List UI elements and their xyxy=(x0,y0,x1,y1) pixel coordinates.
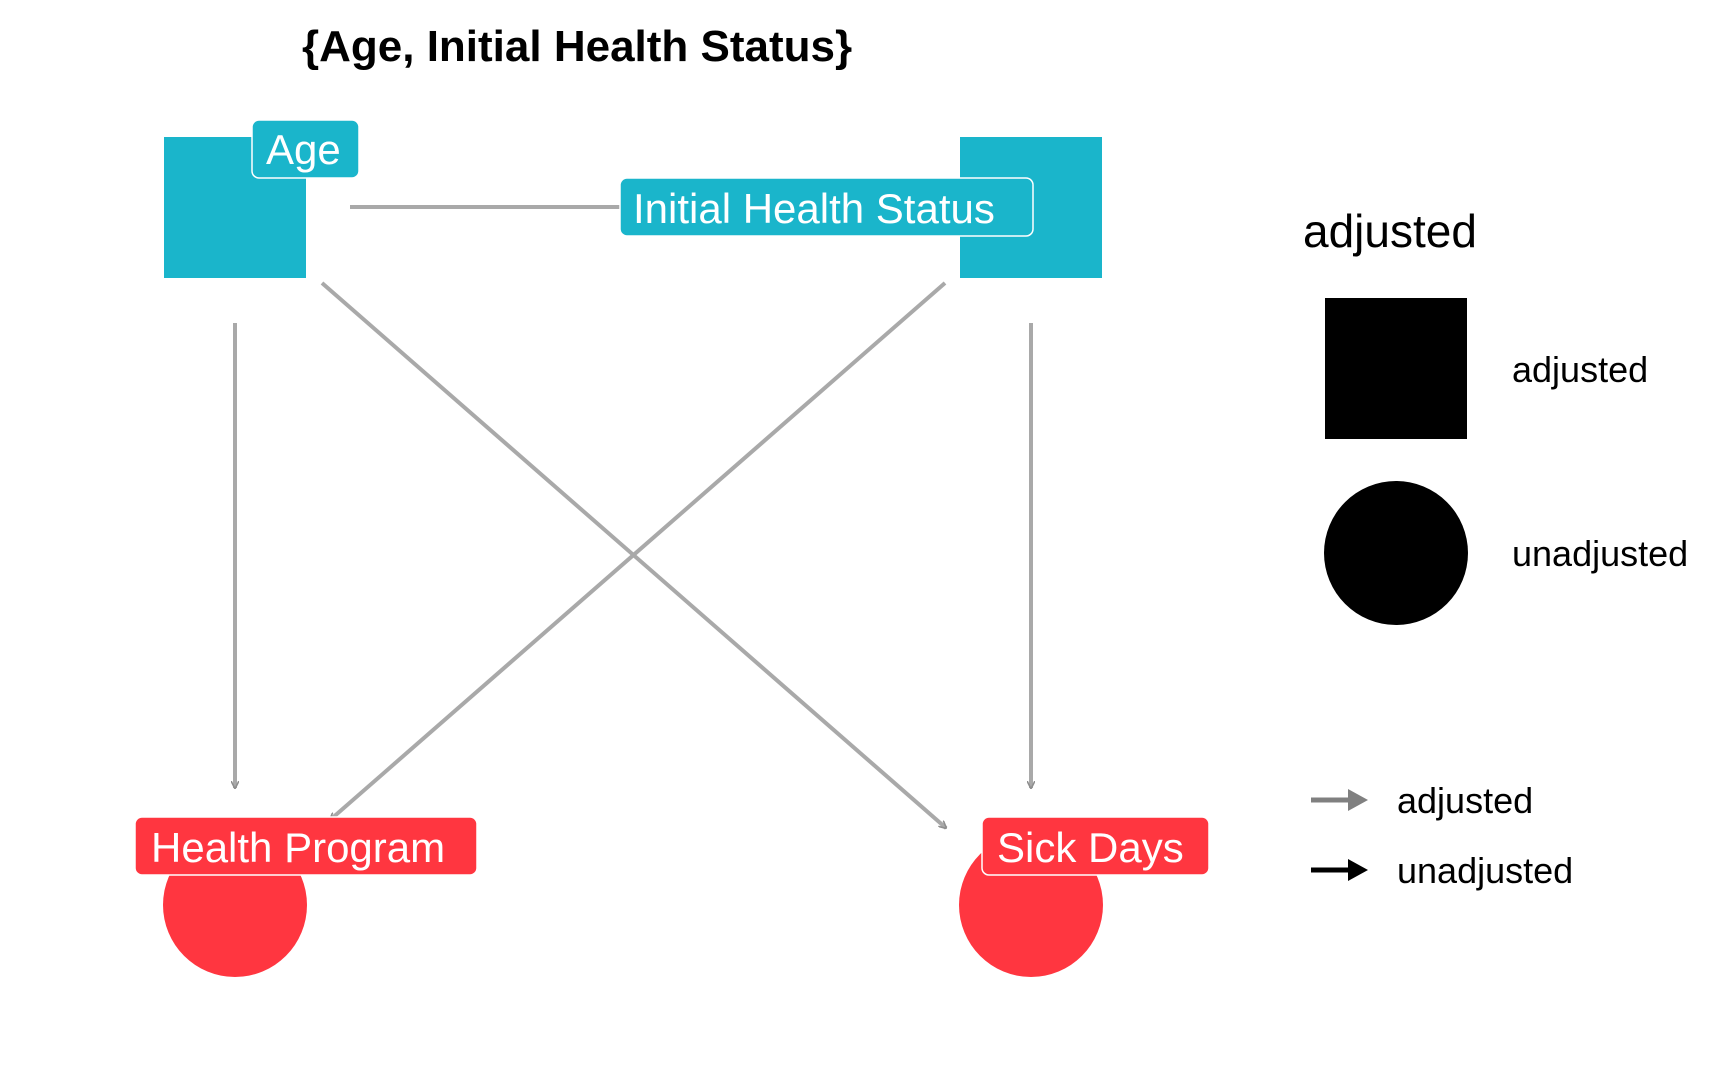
label-initial-health-status-text: Initial Health Status xyxy=(633,185,995,232)
edge-legend-item-adjusted: adjusted xyxy=(1397,780,1533,821)
shape-legend-item-unadjusted: unadjusted xyxy=(1512,533,1688,574)
label-health-program-text: Health Program xyxy=(151,824,445,871)
square-icon xyxy=(1325,298,1467,439)
label-age-text: Age xyxy=(266,126,341,173)
edge-legend-item-unadjusted: unadjusted xyxy=(1397,850,1573,891)
shape-legend: adjusted adjusted unadjusted xyxy=(1303,205,1688,625)
label-age: Age xyxy=(251,119,360,179)
edges xyxy=(235,205,1031,828)
label-sick-days-text: Sick Days xyxy=(997,824,1184,871)
label-health-program: Health Program xyxy=(134,816,478,876)
gray-arrow-icon xyxy=(1311,789,1368,811)
label-initial-health-status: Initial Health Status xyxy=(619,177,1034,237)
label-sick-days: Sick Days xyxy=(981,816,1210,876)
edge-ihs-health-program xyxy=(330,281,947,820)
shape-legend-item-adjusted: adjusted xyxy=(1512,349,1648,390)
black-arrow-icon xyxy=(1311,859,1368,881)
diagram-title: {Age, Initial Health Status} xyxy=(302,22,852,71)
edge-legend: adjusted unadjusted xyxy=(1311,780,1573,891)
shape-legend-title: adjusted xyxy=(1303,205,1477,257)
circle-icon xyxy=(1324,481,1468,625)
